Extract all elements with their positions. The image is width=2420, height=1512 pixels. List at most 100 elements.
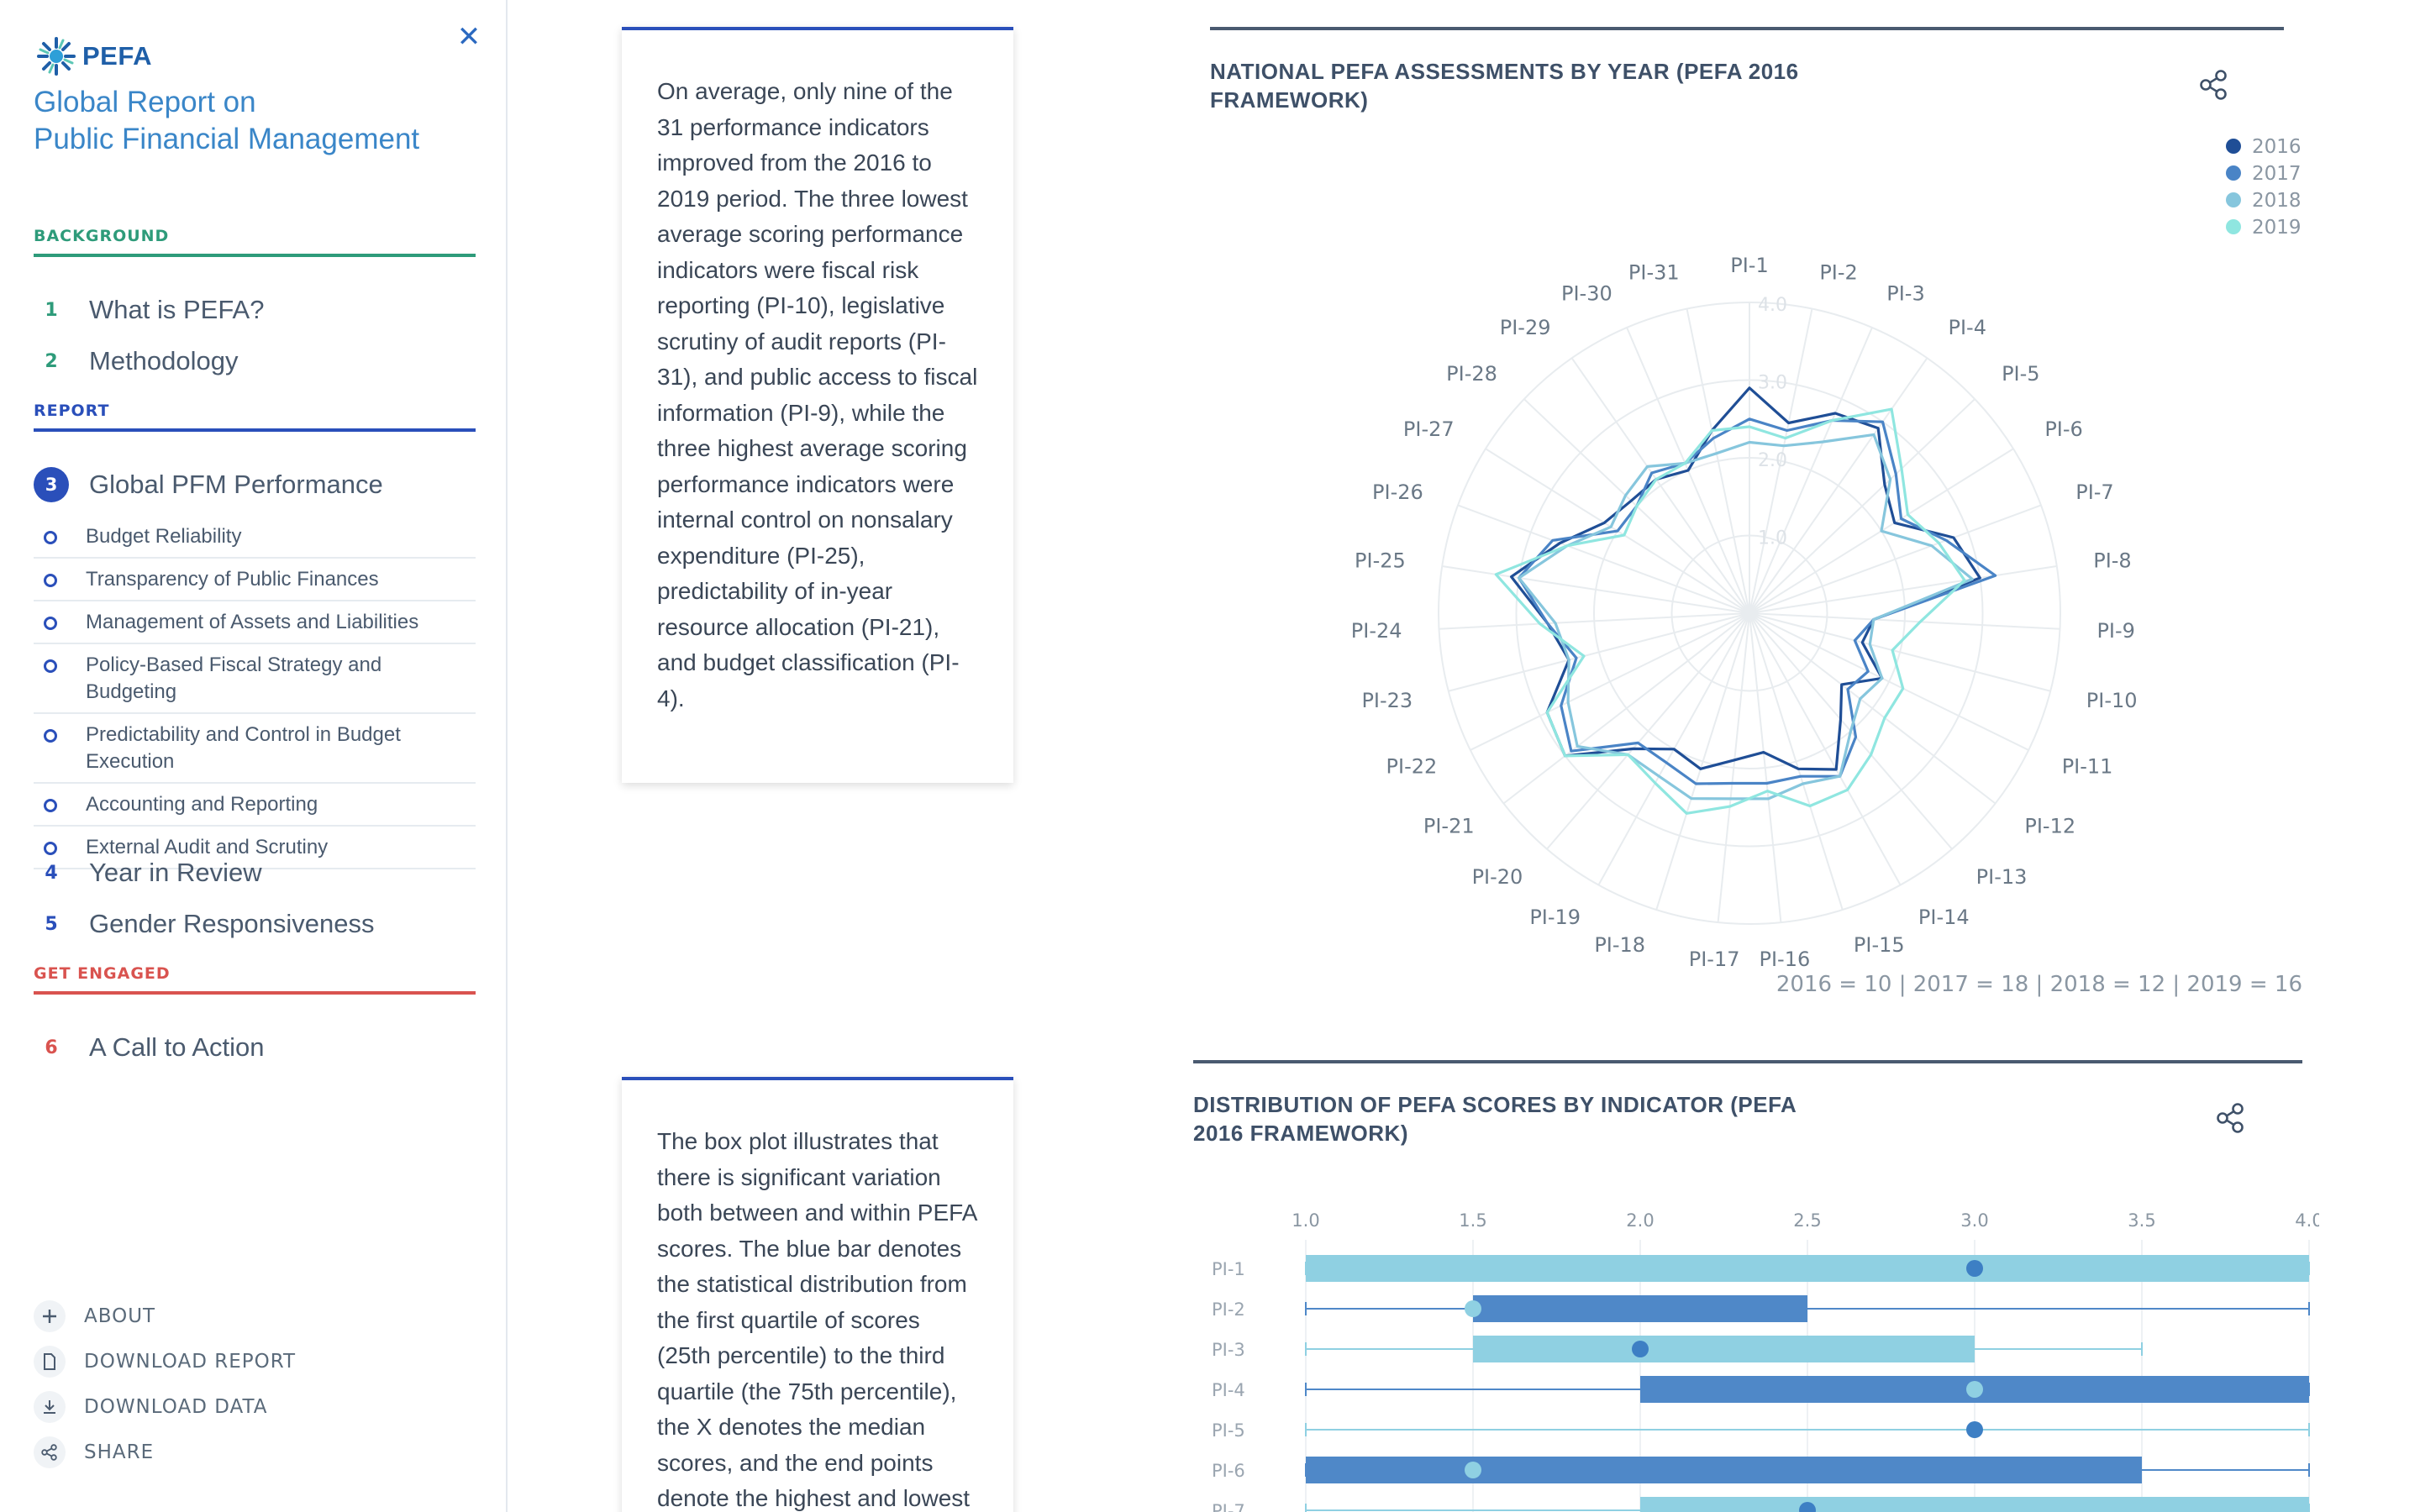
boxplot-box: [1473, 1336, 1975, 1362]
subsection-item-assets-liabilities[interactable]: Management of Assets and Liabilities: [34, 601, 476, 644]
nav-item-methodology[interactable]: 2 Methodology: [34, 344, 239, 379]
bullet-circle-icon: [44, 531, 57, 544]
radar-spoke: [1749, 612, 2029, 751]
subsection-item-budget-reliability[interactable]: Budget Reliability: [34, 516, 476, 559]
radar-spoke: [1717, 612, 1750, 923]
share-link[interactable]: SHARE: [34, 1436, 154, 1468]
boxplot-median-marker: [1966, 1421, 1983, 1438]
radar-spoke: [1457, 504, 1750, 614]
download-data-link[interactable]: DOWNLOAD DATA: [34, 1391, 267, 1423]
boxplot-median-marker: [1799, 1502, 1816, 1512]
radar-spoke: [1686, 308, 1750, 614]
boxplot-x-tick-label: 1.5: [1459, 1210, 1486, 1231]
radar-category-label: PI-12: [2024, 814, 2075, 837]
boxplot-x-tick-label: 3.0: [1960, 1210, 1988, 1231]
boxplot-row-label: PI-6: [1212, 1461, 1245, 1481]
boxplot-x-tick-label: 2.5: [1793, 1210, 1821, 1231]
pefa-logo-icon: [37, 37, 76, 76]
radar-category-label: PI-3: [1886, 282, 1924, 306]
subsection-label: Accounting and Reporting: [86, 793, 318, 816]
radar-spoke: [1749, 327, 1873, 614]
bullet-circle-icon: [44, 659, 57, 673]
radar-spoke: [1655, 612, 1750, 911]
boxplot-median-marker: [1465, 1462, 1481, 1478]
close-sidebar-button[interactable]: ✕: [450, 18, 487, 55]
plus-icon: [34, 1300, 66, 1332]
nav-item-gender-responsiveness[interactable]: 5 Gender Responsiveness: [34, 906, 374, 942]
radar-category-label: PI-13: [1976, 865, 2028, 889]
radar-spoke: [1442, 564, 1750, 614]
report-title[interactable]: Global Report on Public Financial Manage…: [34, 84, 487, 158]
share-icon: [34, 1436, 66, 1468]
subsection-label: Policy-Based Fiscal Strategy and Budgeti…: [86, 654, 382, 703]
chart-title-boxplot: DISTRIBUTION OF PEFA SCORES BY INDICATOR…: [1193, 1092, 1797, 1146]
panel-top-rule: [1210, 27, 2284, 30]
subsection-item-transparency[interactable]: Transparency of Public Finances: [34, 559, 476, 601]
about-label: ABOUT: [84, 1305, 156, 1327]
boxplot-box: [1473, 1295, 1807, 1322]
section-label-get-engaged: GET ENGAGED: [34, 964, 476, 995]
radar-spoke: [1749, 564, 2057, 614]
boxplot-median-marker: [1632, 1341, 1649, 1357]
legend-label-2016: 2016: [2252, 136, 2302, 158]
nav-item-what-is-pefa[interactable]: 1 What is PEFA?: [34, 292, 264, 328]
subsection-item-external-audit[interactable]: External Audit and Scrutiny: [34, 827, 476, 869]
nav-item-number: 1: [45, 299, 58, 321]
radar-category-label: PI-30: [1561, 282, 1612, 306]
radar-spoke: [1439, 612, 1750, 630]
share-label: SHARE: [84, 1441, 155, 1463]
radar-series-2019: [1494, 407, 1966, 815]
radar-radial-tick-label: 3.0: [1758, 373, 1787, 394]
share-icon: [2217, 1103, 2244, 1133]
boxplot-x-tick-label: 3.5: [2128, 1210, 2155, 1231]
boxplot-box: [1306, 1255, 2309, 1282]
report-title-line2: Public Financial Management: [34, 123, 420, 155]
subsection-item-budget-execution[interactable]: Predictability and Control in Budget Exe…: [34, 714, 476, 784]
nav-item-number: 6: [45, 1037, 58, 1058]
subsection-item-accounting-reporting[interactable]: Accounting and Reporting: [34, 784, 476, 827]
radar-spoke: [1546, 612, 1750, 850]
radar-category-label: PI-10: [2086, 689, 2138, 712]
radar-category-label: PI-1: [1730, 254, 1768, 277]
radar-spoke: [1749, 357, 1928, 614]
radar-share-button[interactable]: [2193, 64, 2235, 106]
radar-category-label: PI-14: [1918, 906, 1970, 929]
radar-category-label: PI-9: [2096, 619, 2134, 643]
subsection-label: External Audit and Scrutiny: [86, 836, 329, 858]
radar-series-2016: [1510, 386, 1981, 771]
subsection-label: Management of Assets and Liabilities: [86, 611, 419, 633]
radar-category-label: PI-18: [1594, 933, 1645, 957]
boxplot-median-marker: [1966, 1260, 1983, 1277]
radar-category-label: PI-24: [1351, 619, 1402, 643]
nav-item-label: Methodology: [89, 346, 239, 375]
radar-category-label: PI-31: [1628, 260, 1680, 284]
sidebar: PEFA ✕ Global Report on Public Financial…: [0, 0, 508, 1512]
summary-text: The box plot illustrates that there is s…: [657, 1128, 976, 1511]
bullet-circle-icon: [44, 617, 57, 630]
pefa-logo[interactable]: PEFA: [35, 35, 152, 77]
legend-marker-2019: [2226, 219, 2241, 234]
legend-label-2018: 2018: [2252, 190, 2302, 212]
radar-category-label: PI-15: [1854, 933, 1905, 957]
legend-label-2017: 2017: [2252, 163, 2302, 185]
about-link[interactable]: ABOUT: [34, 1300, 155, 1332]
radar-spoke: [1749, 504, 2042, 614]
chart-title-radar: NATIONAL PEFA ASSESSMENTS BY YEAR (PEFA …: [1210, 59, 1799, 113]
nav-item-year-in-review[interactable]: 4 Year in Review: [34, 855, 261, 890]
logo-text: PEFA: [82, 41, 152, 71]
subsection-item-fiscal-strategy[interactable]: Policy-Based Fiscal Strategy and Budgeti…: [34, 644, 476, 714]
download-report-link[interactable]: DOWNLOAD REPORT: [34, 1346, 296, 1378]
close-icon: ✕: [456, 20, 481, 54]
boxplot-share-button[interactable]: [2210, 1097, 2252, 1139]
nav-item-call-to-action[interactable]: 6 A Call to Action: [34, 1030, 264, 1065]
radar-category-label: PI-29: [1500, 316, 1551, 339]
radar-radial-tick-label: 1.0: [1758, 528, 1787, 549]
boxplot-row-label: PI-4: [1212, 1380, 1245, 1400]
nav-item-global-pfm-performance[interactable]: 3 Global PFM Performance: [34, 467, 383, 502]
summary-card-boxplot: The box plot illustrates that there is s…: [622, 1077, 1013, 1512]
radar-spoke: [1749, 612, 1782, 923]
subsection-label: Budget Reliability: [86, 525, 242, 548]
radar-category-label: PI-4: [1949, 316, 1986, 339]
radar-category-label: PI-5: [2002, 362, 2039, 386]
bullet-circle-icon: [44, 574, 57, 587]
